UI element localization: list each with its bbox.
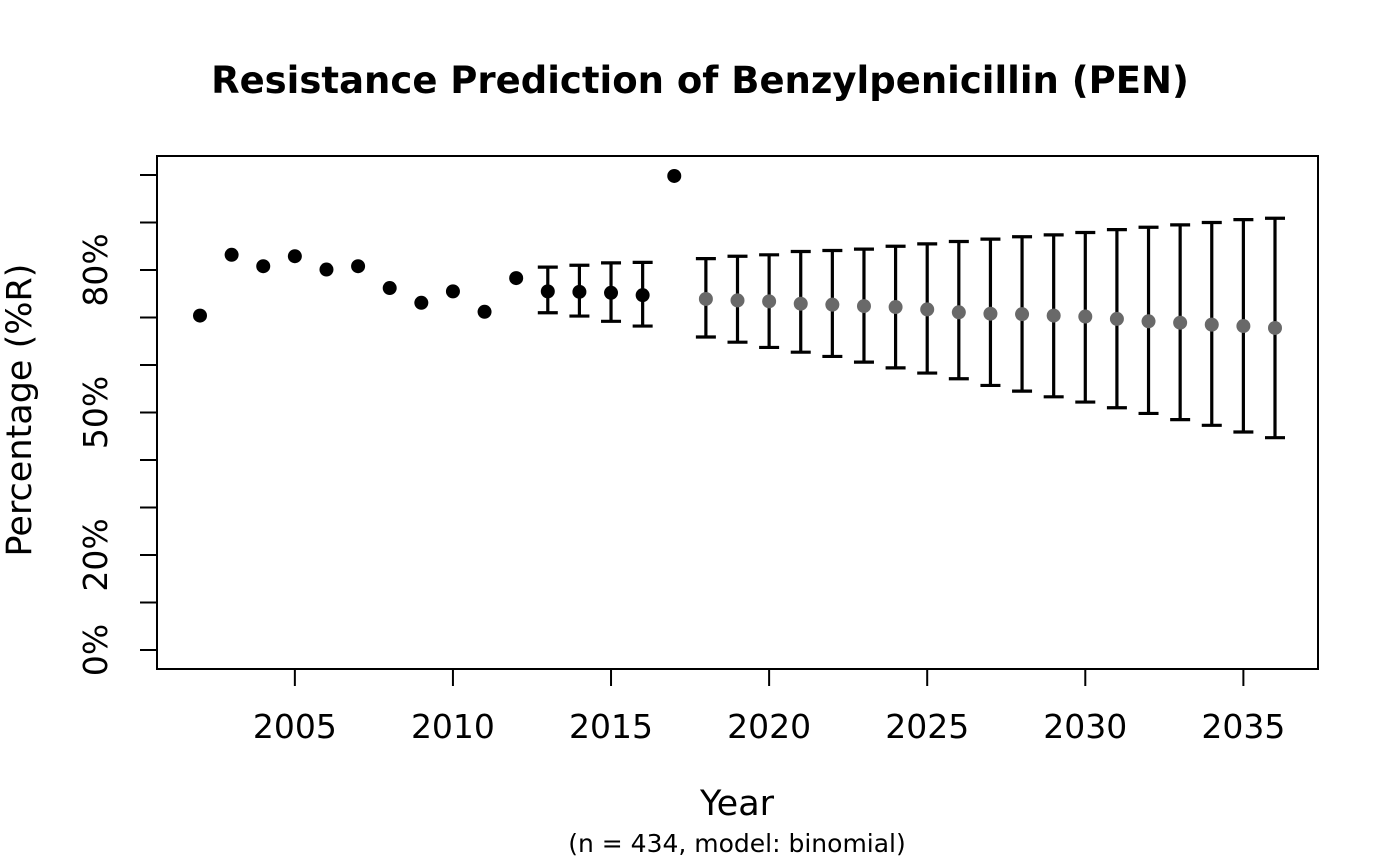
predicted-point (698, 291, 713, 306)
predicted-point (888, 300, 903, 315)
predicted-point (1046, 308, 1061, 323)
observed-point (351, 259, 366, 274)
y-tick-label: 80% (76, 233, 115, 306)
observed-point (414, 295, 429, 310)
predicted-point (825, 297, 840, 312)
predicted-point (762, 294, 777, 309)
observed-point (477, 304, 492, 319)
y-axis-label: Percentage (%R) (0, 264, 40, 557)
observed-point (287, 249, 302, 264)
observed-point (193, 308, 207, 323)
observed-point (540, 284, 555, 299)
x-tick-label: 2005 (253, 707, 337, 746)
predicted-point (1109, 311, 1124, 326)
predicted-point (730, 293, 745, 308)
x-tick-label: 2015 (569, 707, 653, 746)
predicted-point (1236, 319, 1251, 334)
predicted-point (1204, 317, 1219, 332)
x-tick-label: 2035 (1201, 707, 1285, 746)
x-tick-label: 2030 (1043, 707, 1127, 746)
observed-point (224, 247, 239, 262)
predicted-point (951, 305, 966, 320)
observed-point (509, 271, 524, 286)
y-tick-label: 50% (76, 376, 115, 449)
predicted-point (983, 306, 998, 321)
chart-title: Resistance Prediction of Benzylpenicilli… (211, 59, 1189, 102)
observed-point (382, 281, 397, 296)
predicted-point (856, 299, 871, 314)
x-tick-label: 2025 (885, 707, 969, 746)
predicted-point (1173, 315, 1188, 330)
x-tick-label: 2010 (411, 707, 495, 746)
chart-subtitle: (n = 434, model: binomial) (568, 829, 906, 858)
predicted-point (1078, 309, 1093, 324)
x-tick-label: 2020 (727, 707, 811, 746)
predicted-point (1268, 320, 1282, 335)
observed-point (635, 288, 650, 303)
observed-point (256, 259, 271, 274)
data-series-layer (193, 168, 1285, 440)
observed-point (604, 285, 619, 300)
predicted-point (920, 302, 935, 317)
observed-point (319, 262, 334, 277)
axes-layer: 2005 2010 2015 2020 2025 2030 2035 0% 20% 50% 80% (76, 174, 1285, 746)
predicted-point (793, 296, 808, 311)
y-tick-label: 0% (76, 624, 115, 676)
predicted-point (1015, 307, 1030, 322)
y-tick-label: 20% (76, 518, 115, 591)
observed-point (667, 168, 682, 183)
observed-point (572, 284, 587, 299)
predicted-point (1141, 314, 1156, 329)
x-axis-label: Year (699, 784, 775, 824)
observed-point (445, 284, 460, 299)
